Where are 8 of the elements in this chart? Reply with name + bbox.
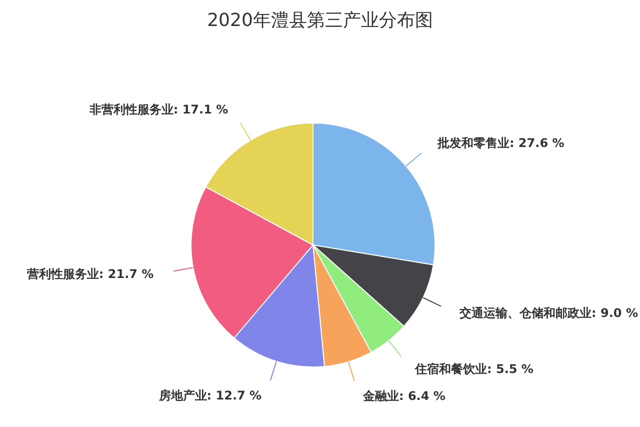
slice-label: 交通运输、仓储和邮政业: 9.0 % (458, 306, 638, 320)
legend-label: 营利性服务业: 21.7 % (26, 267, 154, 282)
slice-label: 金融业: 6.4 % (362, 389, 446, 404)
slice-label: 批发和零售业: 27.6 % (436, 136, 564, 150)
slice-label: 房地产业: 12.7 % (158, 388, 262, 403)
slice-label: 住宿和餐饮业: 5.5 % (414, 362, 534, 376)
chart-title: 2020年澧县第三产业分布图 (206, 9, 434, 32)
slice-label: 非营利性服务业: 17.1 % (88, 102, 228, 116)
